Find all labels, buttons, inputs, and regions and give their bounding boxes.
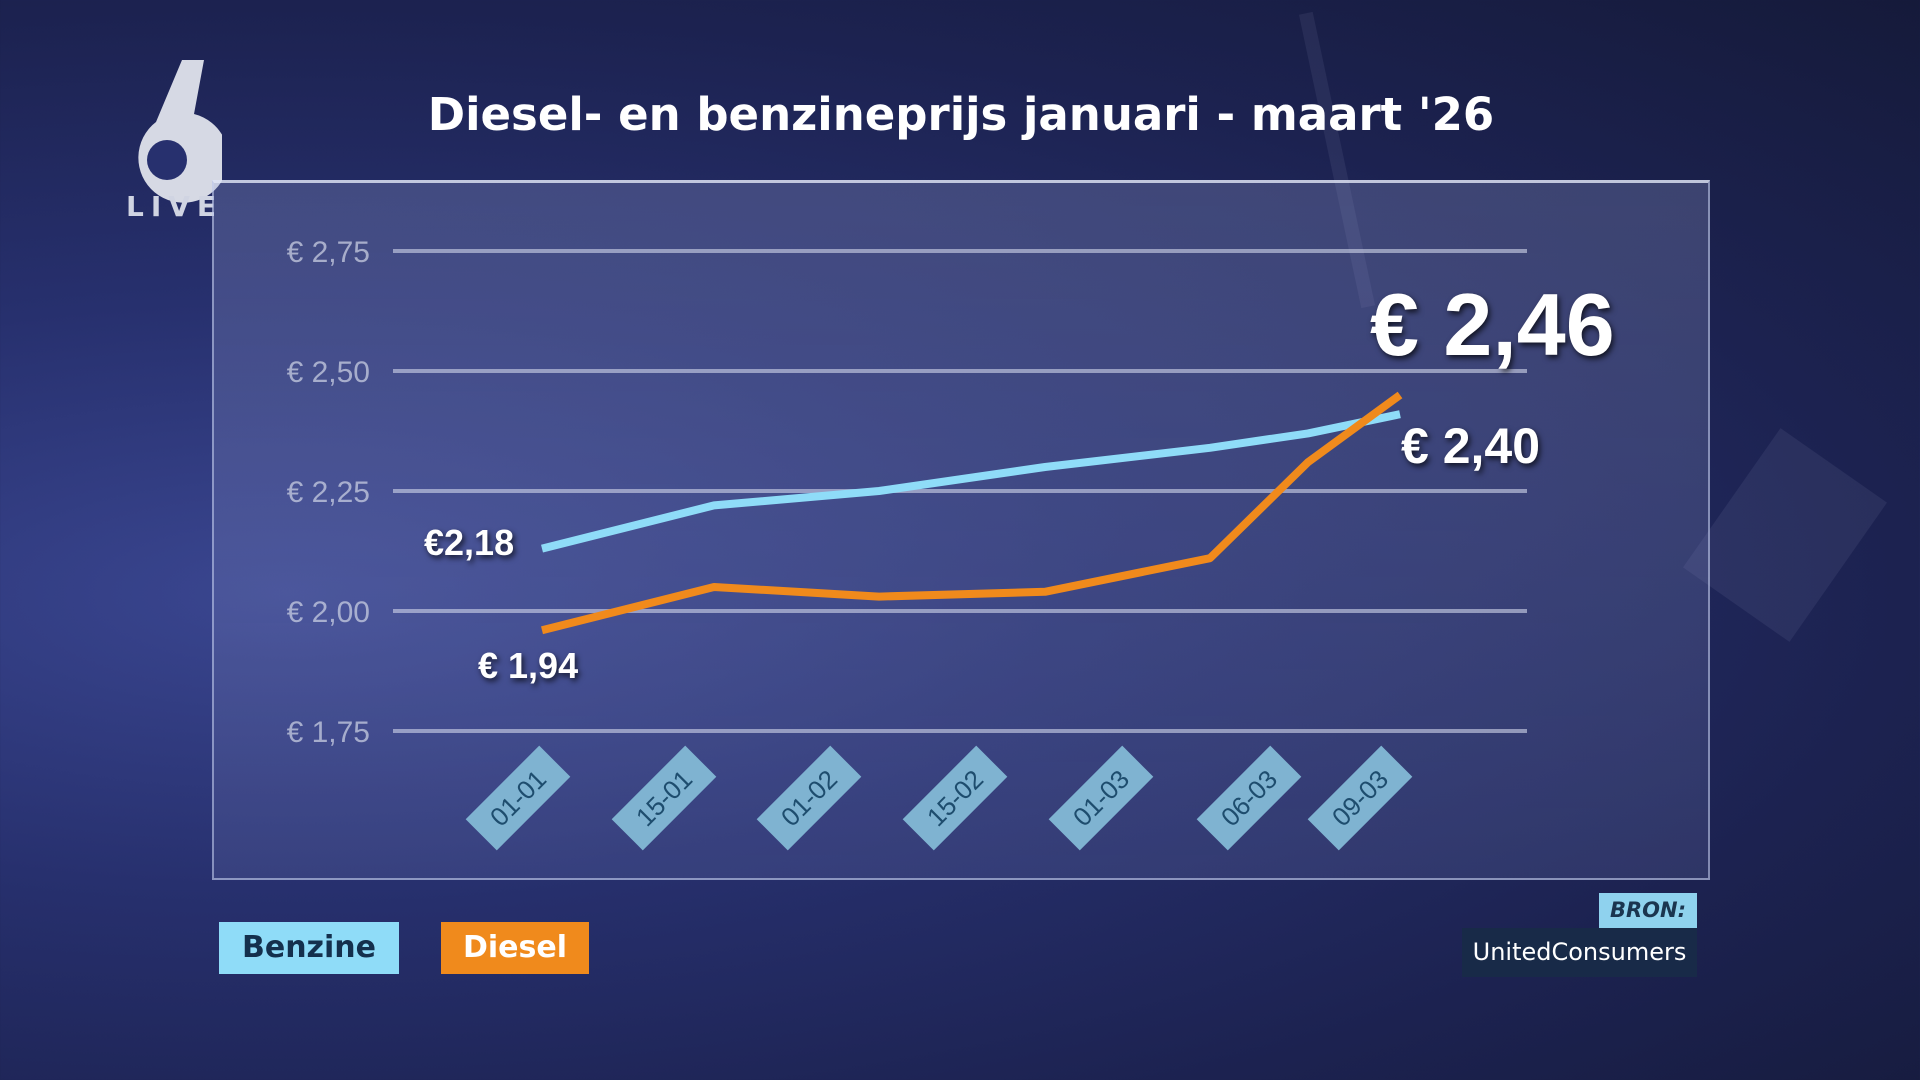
x-tick-badge-bg <box>1048 745 1154 851</box>
source-name: UnitedConsumers <box>1462 928 1697 977</box>
y-tick-label: € 1,75 <box>287 716 370 749</box>
x-tick-badge: 09-03 <box>1307 745 1413 851</box>
legend-benzine: Benzine <box>219 922 399 974</box>
legend-diesel: Diesel <box>441 922 589 974</box>
x-tick-badge-bg <box>611 745 717 851</box>
label-benzine-end: € 2,40 <box>1401 418 1540 474</box>
x-tick-badge-bg <box>465 745 571 851</box>
y-tick-label: € 2,00 <box>287 596 370 629</box>
x-tick-badge-bg <box>902 745 1008 851</box>
label-diesel-start: € 1,94 <box>478 645 578 686</box>
x-tick-badge: 01-02 <box>756 745 862 851</box>
x-tick-badge: 15-01 <box>611 745 717 851</box>
logo-live-text: LIVE <box>126 190 224 223</box>
x-tick-badge-bg <box>756 745 862 851</box>
x-tick-badge: 01-01 <box>465 745 571 851</box>
y-tick-label: € 2,50 <box>287 356 370 389</box>
series-line-benzine <box>541 410 1401 553</box>
label-diesel-end: € 2,46 <box>1370 275 1615 374</box>
x-tick-badge: 06-03 <box>1196 745 1302 851</box>
chart-title: Diesel- en benzineprijs januari - maart … <box>427 88 1495 141</box>
source-label: BRON: <box>1599 893 1697 928</box>
x-tick-badge-bg <box>1307 745 1413 851</box>
y-tick-label: € 2,75 <box>287 236 370 269</box>
x-tick-badge-bg <box>1196 745 1302 851</box>
x-tick-badge: 01-03 <box>1048 745 1154 851</box>
label-benzine-start: €2,18 <box>424 522 514 563</box>
chart-panel <box>212 180 1710 880</box>
x-tick-badge: 15-02 <box>902 745 1008 851</box>
y-tick-label: € 2,25 <box>287 476 370 509</box>
channel-logo-six <box>138 60 222 203</box>
